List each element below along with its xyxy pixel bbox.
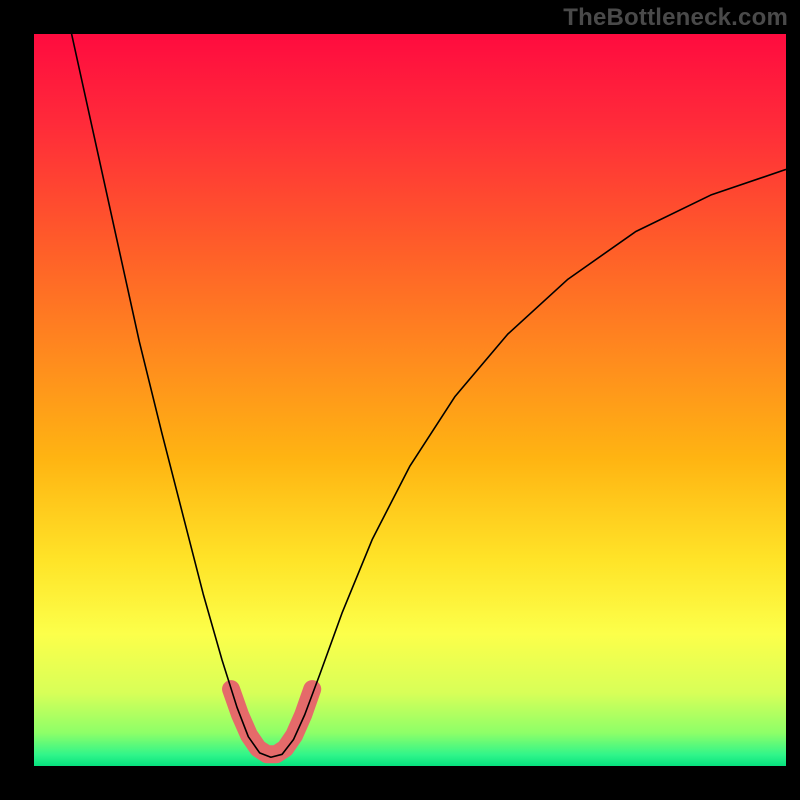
plot-area	[34, 34, 786, 766]
chart-svg	[34, 34, 786, 766]
gradient-background	[34, 34, 786, 766]
watermark-text: TheBottleneck.com	[563, 4, 788, 32]
